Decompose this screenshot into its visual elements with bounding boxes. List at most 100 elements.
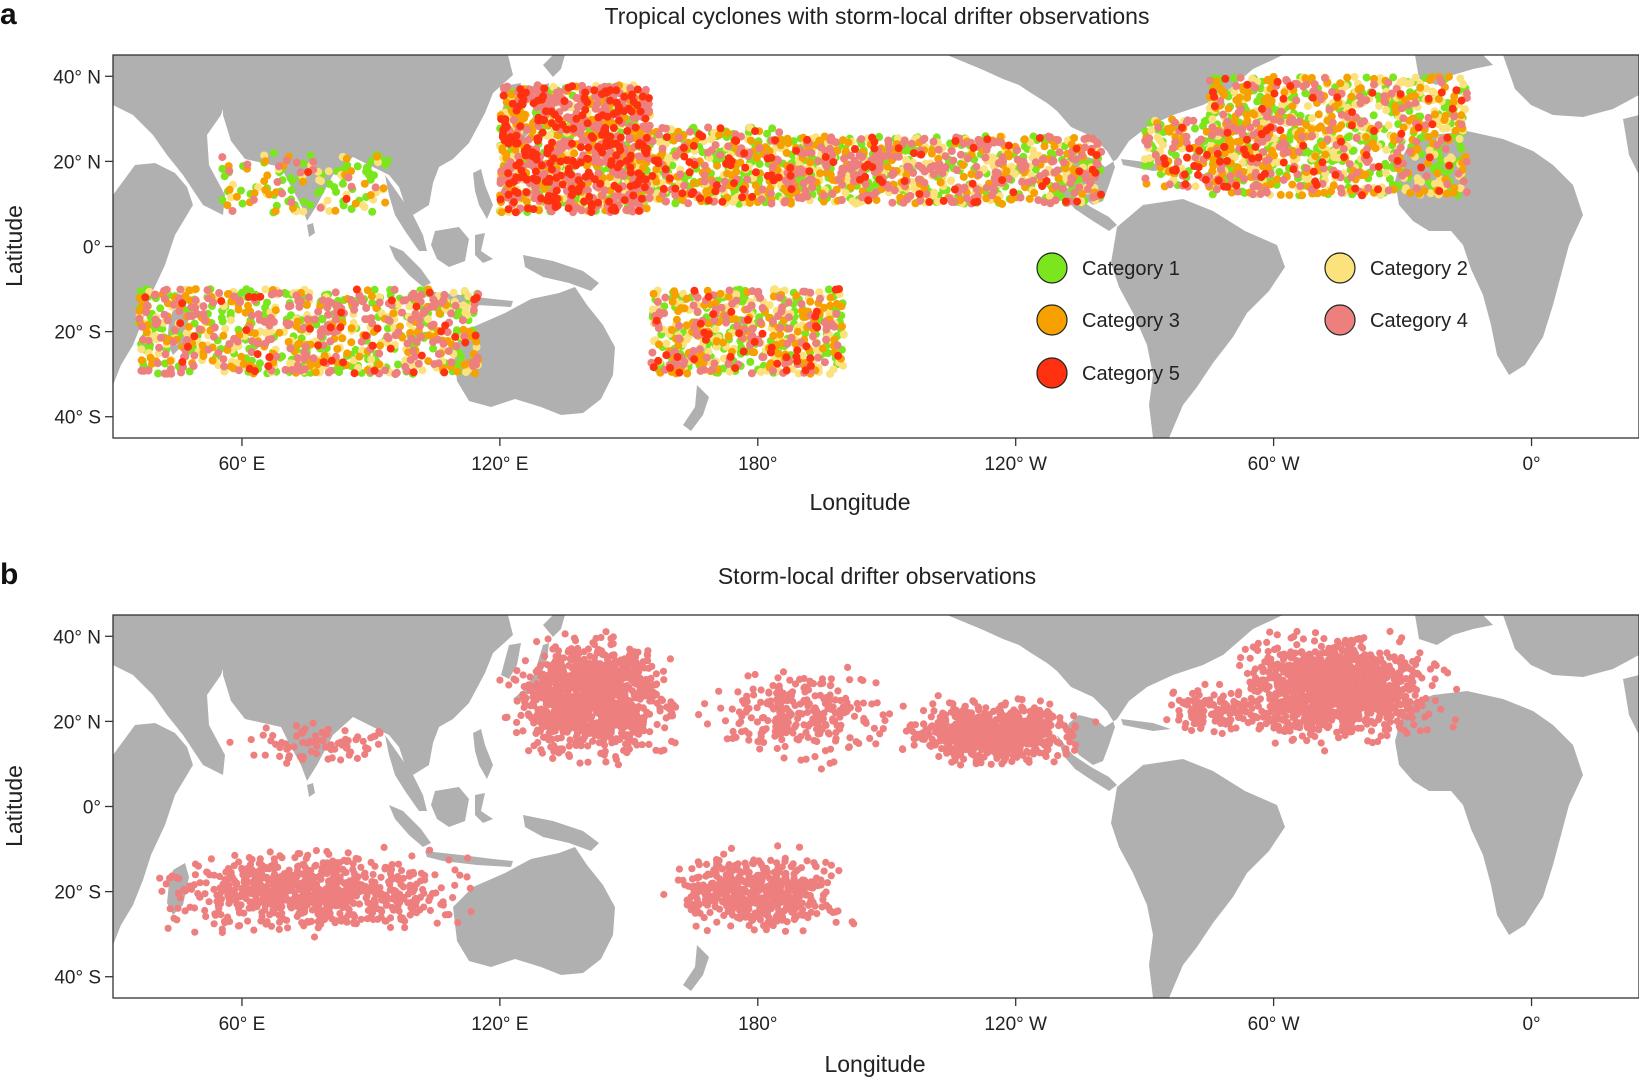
storm-point [918, 136, 927, 144]
storm-point [826, 369, 835, 378]
storm-point [658, 144, 667, 153]
storm-point [375, 349, 384, 358]
storm-point [296, 168, 305, 177]
storm-point [1347, 173, 1356, 182]
storm-point [556, 157, 565, 166]
storm-point [981, 153, 990, 162]
storm-point [275, 289, 284, 298]
panel-a-map [113, 55, 1639, 438]
storm-point [338, 334, 347, 343]
storm-point [1426, 189, 1435, 198]
storm-point [999, 157, 1008, 166]
storm-point [616, 159, 625, 168]
storm-point [814, 353, 822, 362]
storm-point [672, 315, 681, 324]
storm-point [783, 339, 792, 348]
storm-point [755, 175, 764, 184]
storm-point [816, 169, 825, 178]
storm-point [243, 160, 252, 169]
storm-point [782, 149, 791, 157]
storm-point [1451, 126, 1460, 135]
storm-point [282, 290, 291, 298]
storm-point [1337, 121, 1346, 130]
storm-point [342, 154, 351, 163]
storm-point [1040, 198, 1049, 207]
storm-point [833, 341, 842, 350]
storm-point [686, 127, 694, 136]
storm-point [498, 146, 507, 155]
storm-point [818, 344, 827, 353]
storm-point [958, 161, 967, 169]
storm-point [826, 293, 835, 302]
storm-point [1145, 134, 1154, 143]
storm-point [784, 298, 793, 307]
storm-point [419, 309, 428, 318]
storm-point [553, 97, 562, 106]
storm-point [674, 307, 683, 315]
storm-point [375, 360, 384, 369]
storm-point [335, 368, 344, 377]
storm-point [918, 164, 927, 173]
storm-point [160, 369, 169, 378]
storm-point [871, 152, 880, 161]
storm-point [287, 186, 296, 195]
storm-point [1436, 75, 1445, 83]
storm-point [888, 198, 897, 207]
storm-point [1422, 84, 1431, 93]
storm-point [1046, 199, 1055, 208]
storm-point [1068, 174, 1077, 183]
storm-point [564, 204, 573, 213]
storm-point [750, 348, 759, 357]
storm-point [558, 180, 567, 189]
storm-point [649, 289, 658, 298]
storm-point [1038, 155, 1047, 164]
storm-point [799, 287, 808, 296]
storm-point [902, 155, 910, 164]
storm-point [218, 153, 227, 162]
storm-point [832, 309, 841, 318]
storm-point [552, 186, 561, 195]
storm-point [451, 301, 460, 310]
storm-point [385, 316, 394, 325]
storm-point [1425, 146, 1434, 155]
storm-point [1456, 74, 1465, 83]
storm-point [798, 306, 806, 315]
storm-point [740, 325, 749, 334]
storm-point [1336, 79, 1345, 88]
storm-point [603, 112, 612, 121]
storm-point [511, 208, 520, 217]
storm-point [1368, 139, 1377, 148]
storm-point [801, 329, 810, 338]
storm-point [1441, 144, 1450, 153]
storm-point [416, 321, 424, 330]
storm-point [504, 190, 513, 199]
storm-point [1298, 132, 1307, 141]
storm-point [353, 162, 362, 171]
storm-point [323, 303, 332, 312]
storm-point [748, 324, 757, 333]
storm-point [1191, 153, 1200, 162]
storm-point [347, 182, 356, 191]
storm-point [1422, 172, 1431, 180]
storm-point [724, 292, 733, 301]
storm-point [1449, 188, 1458, 197]
storm-point [311, 368, 320, 377]
storm-point [1399, 123, 1408, 132]
storm-point [1174, 157, 1183, 166]
storm-point [367, 292, 376, 301]
storm-point [838, 180, 847, 189]
storm-point [433, 335, 442, 344]
storm-point [309, 157, 318, 166]
storm-point [855, 151, 864, 160]
storm-point [293, 317, 302, 326]
storm-point [1223, 117, 1232, 126]
storm-point [226, 309, 235, 317]
storm-point [151, 315, 160, 324]
storm-point [758, 304, 767, 312]
storm-point [541, 184, 550, 193]
storm-point [938, 169, 947, 178]
storm-point [1197, 135, 1206, 144]
storm-point [1375, 102, 1384, 110]
storm-point [154, 369, 163, 378]
storm-point [350, 305, 359, 314]
